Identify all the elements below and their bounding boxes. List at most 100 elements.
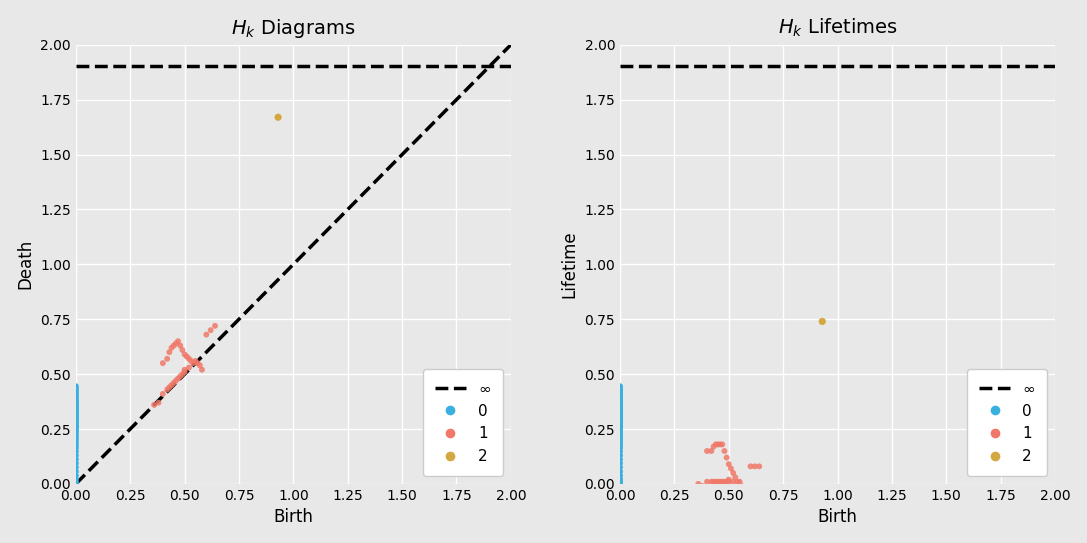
Point: [611, 421, 628, 430]
Point: [270, 113, 287, 122]
Point: [611, 405, 628, 413]
Y-axis label: Death: Death: [16, 239, 35, 289]
Point: [611, 401, 628, 409]
Point: [611, 385, 628, 394]
Point: [67, 416, 85, 425]
Point: [750, 462, 767, 471]
Point: [67, 415, 85, 424]
Point: [170, 337, 187, 345]
Point: [707, 477, 724, 486]
Point: [170, 374, 187, 383]
Point: [704, 442, 722, 451]
Point: [67, 388, 85, 397]
Point: [735, 486, 752, 495]
Point: [165, 341, 183, 350]
Point: [611, 475, 628, 483]
Point: [713, 477, 730, 486]
Point: [67, 459, 85, 468]
Point: [704, 477, 722, 486]
Point: [611, 430, 628, 438]
Point: [611, 393, 628, 402]
Point: [150, 399, 167, 407]
Point: [611, 395, 628, 403]
Point: [611, 411, 628, 420]
Point: [611, 403, 628, 412]
Point: [67, 424, 85, 433]
Point: [67, 396, 85, 405]
Point: [67, 451, 85, 460]
Point: [67, 468, 85, 476]
Point: [67, 411, 85, 420]
Point: [611, 441, 628, 450]
Point: [67, 392, 85, 400]
X-axis label: Birth: Birth: [817, 508, 858, 526]
Point: [611, 418, 628, 426]
Point: [611, 423, 628, 432]
Point: [67, 477, 85, 486]
Point: [174, 346, 191, 355]
Point: [698, 447, 715, 456]
Point: [611, 427, 628, 436]
Point: [167, 376, 185, 385]
Point: [702, 447, 720, 456]
Point: [180, 355, 198, 363]
Point: [724, 477, 741, 486]
Point: [611, 407, 628, 416]
Point: [709, 477, 726, 486]
Point: [67, 479, 85, 488]
Point: [67, 407, 85, 416]
Point: [183, 357, 200, 365]
Point: [611, 410, 628, 419]
Point: [611, 402, 628, 411]
Point: [67, 434, 85, 443]
Point: [702, 477, 720, 486]
Point: [724, 469, 741, 477]
Point: [154, 389, 172, 398]
Point: [707, 440, 724, 449]
Point: [67, 406, 85, 414]
Point: [67, 402, 85, 411]
Point: [189, 359, 207, 368]
Point: [161, 383, 178, 392]
Point: [611, 426, 628, 434]
Point: [698, 477, 715, 486]
Point: [191, 361, 209, 370]
Point: [67, 405, 85, 413]
Point: [67, 426, 85, 434]
Point: [67, 438, 85, 447]
Point: [163, 381, 180, 389]
Point: [67, 421, 85, 430]
Point: [67, 420, 85, 429]
Point: [180, 363, 198, 372]
Point: [185, 359, 202, 368]
Point: [611, 383, 628, 392]
Point: [67, 385, 85, 394]
Point: [172, 341, 189, 350]
Point: [730, 477, 748, 486]
Point: [611, 459, 628, 468]
Point: [715, 477, 733, 486]
Point: [67, 408, 85, 417]
Point: [159, 385, 176, 394]
Point: [67, 463, 85, 472]
Point: [611, 414, 628, 422]
Point: [67, 414, 85, 422]
Point: [611, 438, 628, 447]
Point: [611, 432, 628, 440]
Point: [720, 475, 737, 484]
Point: [176, 365, 193, 374]
Point: [709, 440, 726, 449]
Point: [733, 482, 750, 490]
Point: [193, 365, 211, 374]
Point: [611, 471, 628, 480]
Point: [611, 455, 628, 464]
Point: [174, 370, 191, 378]
Point: [717, 453, 735, 462]
Point: [163, 343, 180, 352]
Point: [611, 451, 628, 460]
Point: [611, 463, 628, 472]
Point: [67, 423, 85, 432]
Point: [715, 447, 733, 456]
Point: [67, 419, 85, 428]
Point: [67, 395, 85, 403]
